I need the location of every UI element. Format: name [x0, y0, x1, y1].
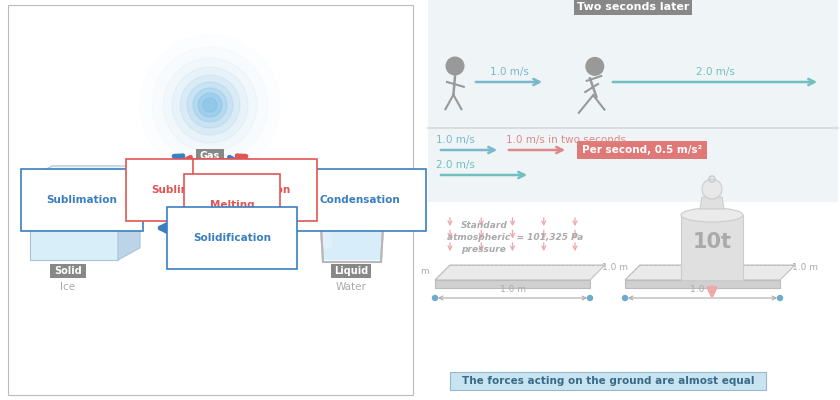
FancyBboxPatch shape: [196, 149, 224, 163]
Polygon shape: [321, 199, 332, 249]
Polygon shape: [118, 166, 140, 260]
Text: Water: Water: [335, 282, 366, 292]
FancyBboxPatch shape: [50, 264, 86, 278]
Circle shape: [446, 57, 464, 75]
Bar: [8, 5, 413, 395]
Polygon shape: [625, 265, 795, 280]
Circle shape: [172, 67, 248, 143]
Ellipse shape: [681, 208, 743, 222]
Text: Sublimation: Sublimation: [46, 195, 118, 205]
Text: Sublimation: Sublimation: [151, 185, 223, 195]
Circle shape: [587, 296, 592, 300]
Text: pressure: pressure: [461, 244, 507, 254]
Circle shape: [622, 296, 627, 300]
Circle shape: [187, 82, 233, 128]
Text: Liquid: Liquid: [333, 266, 368, 276]
Text: Two seconds later: Two seconds later: [577, 2, 689, 12]
Text: 1.0 m: 1.0 m: [500, 285, 526, 294]
Text: Evaporation: Evaporation: [219, 185, 291, 195]
Polygon shape: [625, 280, 780, 288]
Polygon shape: [435, 280, 590, 288]
Text: Standard: Standard: [460, 220, 507, 230]
Text: Solid: Solid: [54, 266, 81, 276]
FancyBboxPatch shape: [331, 264, 371, 278]
Circle shape: [586, 58, 604, 75]
Text: Vapor: Vapor: [196, 165, 224, 175]
Polygon shape: [321, 199, 383, 260]
Circle shape: [180, 75, 240, 135]
Text: 1.0 m: 1.0 m: [690, 285, 716, 294]
FancyBboxPatch shape: [577, 141, 707, 159]
Text: 1.0 m: 1.0 m: [602, 264, 628, 272]
Circle shape: [778, 296, 783, 300]
FancyBboxPatch shape: [574, 0, 692, 15]
Text: Solidification: Solidification: [193, 233, 271, 243]
Text: 10t: 10t: [692, 232, 732, 252]
Polygon shape: [30, 178, 118, 260]
Text: Melting: Melting: [210, 200, 255, 210]
FancyBboxPatch shape: [450, 372, 766, 390]
Circle shape: [433, 296, 438, 300]
Circle shape: [702, 179, 722, 199]
Bar: [428, 202, 838, 395]
Polygon shape: [681, 215, 743, 280]
Circle shape: [198, 93, 222, 117]
Text: 1.0 m/s: 1.0 m/s: [436, 135, 475, 145]
Text: 1.0 m/s in two seconds: 1.0 m/s in two seconds: [506, 135, 626, 145]
Polygon shape: [435, 265, 605, 280]
Text: m: m: [420, 268, 429, 276]
Text: The forces acting on the ground are almost equal: The forces acting on the ground are almo…: [462, 376, 754, 386]
Text: Ice: Ice: [60, 282, 76, 292]
Text: atmospheric  = 101,325 Pa: atmospheric = 101,325 Pa: [447, 232, 583, 242]
Text: 1.0 m: 1.0 m: [792, 264, 818, 272]
Text: 2.0 m/s: 2.0 m/s: [696, 67, 734, 77]
Bar: [428, 0, 838, 205]
Text: 1.0 m/s: 1.0 m/s: [490, 67, 528, 77]
Text: Condensation: Condensation: [320, 195, 401, 205]
Circle shape: [193, 88, 227, 122]
Text: Per second, 0.5 m/s²: Per second, 0.5 m/s²: [582, 145, 702, 155]
Text: 2.0 m/s: 2.0 m/s: [436, 160, 475, 170]
Polygon shape: [700, 197, 724, 209]
Text: Gas: Gas: [200, 151, 220, 161]
Circle shape: [203, 98, 217, 112]
Polygon shape: [30, 166, 140, 178]
